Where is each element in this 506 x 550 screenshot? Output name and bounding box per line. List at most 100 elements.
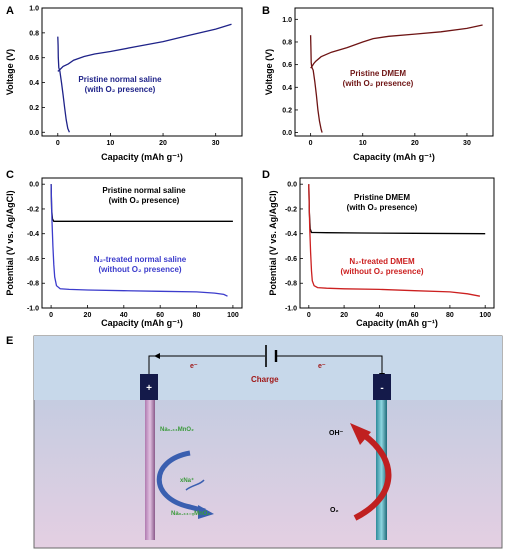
annotation-c-1-1: (without O₂ presence) <box>98 265 181 274</box>
x-tick-label-b-2: 20 <box>411 140 419 147</box>
annotation-b-0-1: (with O₂ presence) <box>343 79 414 88</box>
x-tick-label-c-3: 60 <box>156 312 164 319</box>
panel-letter-e: E <box>6 335 13 347</box>
x-tick-label-b-3: 30 <box>463 140 471 147</box>
anode-rod <box>145 400 155 540</box>
x-tick-label-c-1: 20 <box>84 312 92 319</box>
series-line-b-0 <box>309 35 323 133</box>
annotation-a-0-1: (with O₂ presence) <box>85 85 156 94</box>
panel-letter-c: C <box>6 169 14 181</box>
panel-letter-b: B <box>262 5 270 17</box>
ion-label: xNa⁺ <box>180 477 194 484</box>
y-tick-label-d-1: -0.2 <box>285 206 297 213</box>
y-tick-label-c-2: -0.4 <box>27 231 39 238</box>
series-line-b-1 <box>310 24 483 69</box>
charge-label: Charge <box>251 375 279 384</box>
y-tick-label-a-2: 0.4 <box>29 80 39 87</box>
y-tick-label-b-3: 0.6 <box>282 62 292 69</box>
y-tick-label-b-4: 0.8 <box>282 39 292 46</box>
plot-frame-c <box>41 177 243 309</box>
annotation-b-0-0: Pristine DMEM <box>350 69 406 78</box>
x-tick-label-a-0: 0 <box>56 140 60 147</box>
reaction-arrow-left <box>156 450 206 514</box>
annotation-c-0-1: (with O₂ presence) <box>109 196 180 205</box>
annotation-d-1-0: N₂-treated DMEM <box>349 257 415 266</box>
y-tick-label-a-4: 0.8 <box>29 30 39 37</box>
x-tick-label-c-0: 0 <box>49 312 53 319</box>
x-tick-label-b-1: 10 <box>359 140 367 147</box>
x-axis-label-b: Capacity (mAh g⁻¹) <box>353 152 435 162</box>
y-tick-label-a-0: 0.0 <box>29 130 39 137</box>
x-tick-label-c-5: 100 <box>227 312 239 319</box>
air-region <box>34 336 502 400</box>
series-line-d-1 <box>308 184 481 297</box>
hydroxide-label: OH⁻ <box>329 430 344 437</box>
annotation-d-1-1: (without O₂ presence) <box>340 267 423 276</box>
y-tick-label-d-2: -0.4 <box>285 231 297 238</box>
x-tick-label-a-1: 10 <box>107 140 115 147</box>
x-tick-label-c-2: 40 <box>120 312 128 319</box>
annotation-d-0-1: (with O₂ presence) <box>347 203 418 212</box>
y-tick-label-a-5: 1.0 <box>29 6 39 13</box>
y-tick-label-c-3: -0.6 <box>27 256 39 263</box>
y-tick-label-b-5: 1.0 <box>282 17 292 24</box>
chart-c: 0 20 40 60 80 100 0.0 -0.2 -0.4 -0.6 -0.8 -1.0 Capac… <box>5 177 243 328</box>
x-tick-label-d-0: 0 <box>307 312 311 319</box>
y-tick-label-c-0: 0.0 <box>29 182 39 189</box>
y-tick-label-b-0: 0.0 <box>282 130 292 137</box>
oxide-label-top: Na₀.₄₄MnO₂ <box>160 427 194 433</box>
panel-letter-a: A <box>6 5 14 17</box>
x-tick-label-a-2: 20 <box>159 140 167 147</box>
plot-frame-d <box>299 177 495 309</box>
y-tick-label-a-1: 0.2 <box>29 105 39 112</box>
x-tick-label-b-0: 0 <box>309 140 313 147</box>
y-tick-label-c-4: -0.8 <box>27 281 39 288</box>
x-tick-label-d-2: 40 <box>375 312 383 319</box>
x-axis-label-c: Capacity (mAh g⁻¹) <box>101 318 183 328</box>
reaction-arrowhead-right <box>350 423 371 445</box>
anode-terminal <box>140 374 158 400</box>
x-tick-label-d-5: 100 <box>479 312 491 319</box>
chart-d: 0 20 40 60 80 100 0.0 -0.2 -0.4 -0.6 -0.8 -1.0 Capac… <box>268 177 495 328</box>
y-axis-label-d: Potential (V vs. Ag/AgCl) <box>268 190 278 295</box>
annotation-a-0-0: Pristine normal saline <box>78 75 162 84</box>
oxide-label-bottom: Na₀.₄₄₋ₓMnO₂ <box>171 511 210 517</box>
x-tick-label-c-4: 80 <box>193 312 201 319</box>
y-tick-label-d-3: -0.6 <box>285 256 297 263</box>
plot-frame-b <box>294 7 494 137</box>
annotation-c-0-0: Pristine normal saline <box>102 186 186 195</box>
y-tick-label-b-2: 0.4 <box>282 85 292 92</box>
series-line-a-1 <box>57 23 232 72</box>
electron-label-right: e⁻ <box>318 363 326 370</box>
y-tick-label-c-1: -0.2 <box>27 206 39 213</box>
x-axis-label-d: Capacity (mAh g⁻¹) <box>356 318 438 328</box>
x-tick-label-d-4: 80 <box>446 312 454 319</box>
circuit-wire-left <box>148 355 265 378</box>
cathode-terminal <box>373 374 391 400</box>
electron-label-left: e⁻ <box>190 363 198 370</box>
x-axis-label-a: Capacity (mAh g⁻¹) <box>101 152 183 162</box>
y-tick-label-c-5: -1.0 <box>27 306 39 313</box>
circuit-wire-right <box>277 355 385 379</box>
y-tick-label-d-4: -0.8 <box>285 281 297 288</box>
reaction-arrow-right <box>353 432 392 521</box>
x-tick-label-d-3: 60 <box>411 312 419 319</box>
y-tick-label-a-3: 0.6 <box>29 55 39 62</box>
ion-release-arrow <box>185 479 205 491</box>
x-tick-label-d-1: 20 <box>340 312 348 319</box>
chart-panels: 0 10 20 30 0.0 0.2 0.4 0.6 0.8 1.0 Capacity (mAh g… <box>5 6 495 328</box>
y-axis-label-c: Potential (V vs. Ag/AgCl) <box>5 190 15 295</box>
y-tick-label-b-1: 0.2 <box>282 107 292 114</box>
plot-frame-a <box>41 7 243 137</box>
schematic-panel-e: e⁻ e⁻ Charge + - Na₀.₄₄MnO₂ xNa⁺ Na₀.₄₄₋… <box>33 335 503 549</box>
reaction-arrowhead-left <box>198 505 214 519</box>
series-line-a-0 <box>57 36 70 133</box>
chart-b: 0 10 20 30 0.0 0.2 0.4 0.6 0.8 1.0 Capacity (mAh g… <box>264 7 494 162</box>
y-axis-label-b: Voltage (V) <box>264 49 274 95</box>
chart-a: 0 10 20 30 0.0 0.2 0.4 0.6 0.8 1.0 Capacity (mAh g… <box>5 6 243 162</box>
x-tick-label-a-3: 30 <box>212 140 220 147</box>
y-tick-label-d-5: -1.0 <box>285 306 297 313</box>
annotation-d-0-0: Pristine DMEM <box>354 193 410 202</box>
panel-letter-d: D <box>262 169 270 181</box>
